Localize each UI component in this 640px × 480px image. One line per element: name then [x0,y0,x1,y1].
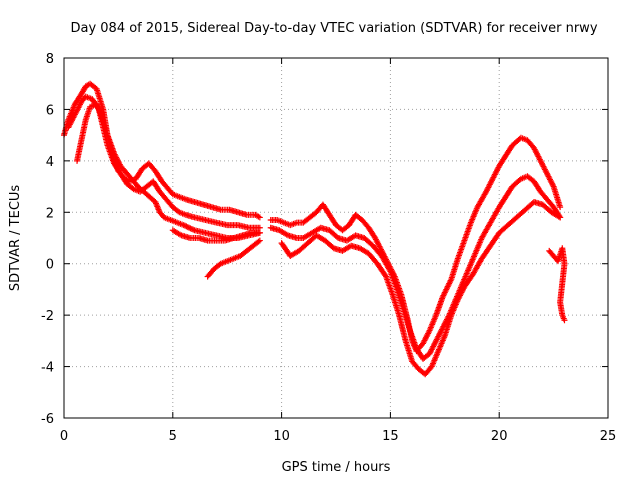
series-track-6 [267,134,564,355]
data-point [186,224,193,231]
y-tick-label: 8 [46,52,54,67]
chart-title: Day 084 of 2015, Sidereal Day-to-day VTE… [70,21,597,36]
data-point [557,214,564,221]
y-axis: -6 -4 -2 0 2 4 6 8 [41,52,608,427]
x-tick-label: 20 [491,429,508,444]
series-track-2 [65,93,263,231]
y-tick-label: -6 [41,412,54,427]
x-tick-label: 0 [60,429,68,444]
y-axis-label: SDTVAR / TECUs [8,185,23,292]
y-tick-label: 4 [46,155,54,170]
data-point [561,317,568,324]
data-point [183,223,190,230]
data-point [188,226,195,232]
data-point [256,237,263,244]
data-point [182,222,189,229]
data-point [256,229,263,236]
y-tick-label: 6 [46,103,54,118]
x-tick-label: 10 [273,429,290,444]
x-tick-label: 15 [382,429,399,444]
series-track-8 [278,199,564,378]
data-point [256,224,263,231]
y-tick-label: 2 [46,206,54,221]
data-points [61,80,568,378]
y-tick-label: 0 [46,258,54,273]
plot-frame [63,57,609,419]
data-point [256,214,263,221]
x-axis: 0 5 10 15 20 25 [60,58,616,444]
data-point [184,224,191,231]
series-track-4 [169,227,263,244]
series-track-9 [546,245,568,324]
data-point [557,204,564,211]
series-track-3 [74,101,263,241]
series-track-7 [267,173,564,362]
data-point [180,222,187,229]
y-tick-label: -4 [41,361,54,376]
x-tick-label: 5 [169,429,177,444]
data-point [187,225,194,232]
data-point [190,226,197,233]
x-axis-label: GPS time / hours [282,460,391,475]
x-tick-label: 25 [600,429,617,444]
data-point [255,238,262,245]
series-track-5 [204,237,263,280]
y-tick-label: -2 [41,309,54,324]
grid-lines [64,58,608,418]
